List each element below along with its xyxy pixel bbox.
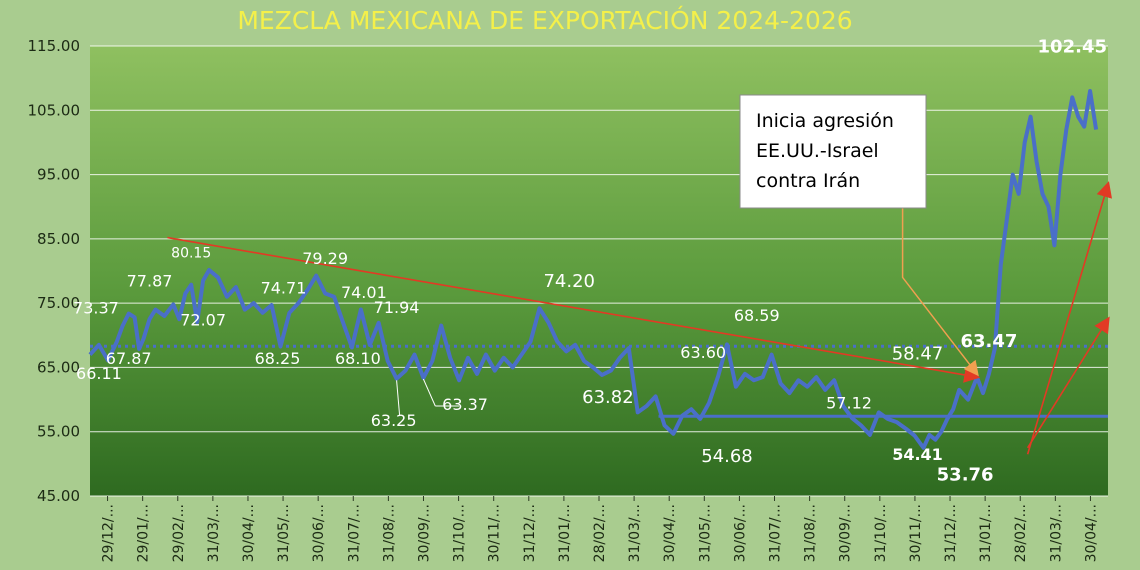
data-label: 54.68 bbox=[701, 446, 753, 467]
data-label: 74.71 bbox=[261, 279, 307, 298]
data-label: 68.59 bbox=[734, 306, 780, 325]
y-tick-label: 115.00 bbox=[28, 37, 81, 55]
price-series-line bbox=[88, 89, 1099, 450]
y-tick-label: 55.00 bbox=[37, 423, 80, 441]
x-tick-label: 31/05/... bbox=[276, 504, 292, 562]
data-label: 72.07 bbox=[180, 311, 226, 330]
data-label: 77.87 bbox=[127, 271, 173, 290]
callout-box: Inicia agresión EE.UU.-Israel contra Irá… bbox=[739, 94, 927, 209]
callout-leader-line bbox=[901, 206, 979, 377]
y-tick-label: 65.00 bbox=[37, 358, 80, 376]
data-label: 71.94 bbox=[374, 298, 420, 317]
y-tick-label: 95.00 bbox=[37, 166, 80, 184]
trend-arrow bbox=[167, 236, 981, 383]
plot-area bbox=[90, 46, 1108, 496]
data-label: 63.47 bbox=[960, 331, 1017, 352]
x-tick-label: 31/03/... bbox=[1048, 504, 1064, 562]
x-tick-label: 29/02/... bbox=[171, 504, 187, 562]
x-tick-label: 31/08/... bbox=[381, 504, 397, 562]
x-tick-label: 31/03/... bbox=[627, 504, 643, 562]
data-label: 63.37 bbox=[442, 395, 488, 414]
callout-line-1: Inicia agresión bbox=[756, 110, 894, 132]
x-tick-label: 29/01/... bbox=[136, 504, 152, 562]
x-tick-label: 30/04/... bbox=[241, 504, 257, 562]
data-label: 54.41 bbox=[892, 445, 943, 464]
x-tick-label: 31/03/... bbox=[206, 504, 222, 562]
label-connector bbox=[396, 380, 401, 416]
data-label: 80.15 bbox=[171, 246, 211, 262]
data-label: 74.01 bbox=[341, 283, 387, 302]
x-tick-label: 30/04/... bbox=[662, 504, 678, 562]
x-tick-label: 31/05/... bbox=[697, 504, 713, 562]
y-tick-label: 75.00 bbox=[37, 294, 80, 312]
trend-arrow bbox=[1026, 316, 1110, 449]
x-tick-label: 28/02/... bbox=[592, 504, 608, 562]
x-tick-label: 31/08/... bbox=[803, 504, 819, 562]
data-label: 57.12 bbox=[826, 394, 872, 413]
data-label: 74.20 bbox=[543, 271, 595, 292]
x-tick-label: 30/11/... bbox=[908, 504, 924, 562]
y-tick-label: 85.00 bbox=[37, 230, 80, 248]
x-tick-label: 29/12/... bbox=[101, 504, 117, 562]
data-label: 79.29 bbox=[302, 249, 348, 268]
data-label: 63.25 bbox=[371, 411, 417, 430]
trend-arrow bbox=[1026, 181, 1113, 455]
data-label: 63.60 bbox=[680, 343, 726, 362]
x-tick-label: 31/01/... bbox=[557, 504, 573, 562]
x-tick-label: 30/09/... bbox=[416, 504, 432, 562]
data-label: 66.11 bbox=[76, 364, 122, 383]
data-label: 68.10 bbox=[335, 349, 381, 368]
y-tick-label: 45.00 bbox=[37, 487, 80, 505]
data-label: 53.76 bbox=[937, 465, 994, 486]
x-tick-label: 31/12/... bbox=[943, 504, 959, 562]
x-tick-label: 30/09/... bbox=[838, 504, 854, 562]
label-connector bbox=[422, 378, 436, 407]
x-tick-label: 30/06/... bbox=[732, 504, 748, 562]
data-label: 73.37 bbox=[73, 299, 119, 318]
data-label: 58.47 bbox=[892, 344, 944, 365]
data-label: 63.82 bbox=[582, 387, 634, 408]
data-label: 102.45 bbox=[1038, 36, 1107, 57]
x-tick-label: 31/01/... bbox=[978, 504, 994, 562]
x-tick-label: 30/11/... bbox=[487, 504, 503, 562]
x-tick-label: 31/07/... bbox=[768, 504, 784, 562]
y-tick-label: 105.00 bbox=[28, 101, 81, 119]
x-tick-label: 31/10/... bbox=[873, 504, 889, 562]
x-tick-label: 28/02/... bbox=[1013, 504, 1029, 562]
x-tick-label: 31/07/... bbox=[346, 504, 362, 562]
data-label: 68.25 bbox=[255, 349, 301, 368]
x-tick-label: 31/10/... bbox=[452, 504, 468, 562]
callout-line-3: contra Irán bbox=[756, 170, 860, 192]
x-tick-label: 30/06/... bbox=[311, 504, 327, 562]
callout-line-2: EE.UU.-Israel bbox=[756, 140, 879, 162]
x-tick-label: 30/04/... bbox=[1083, 504, 1099, 562]
chart-title: MEZCLA MEXICANA DE EXPORTACIÓN 2024-2026 bbox=[237, 5, 852, 35]
x-tick-label: 31/12/... bbox=[522, 504, 538, 562]
data-label: 67.87 bbox=[106, 349, 152, 368]
